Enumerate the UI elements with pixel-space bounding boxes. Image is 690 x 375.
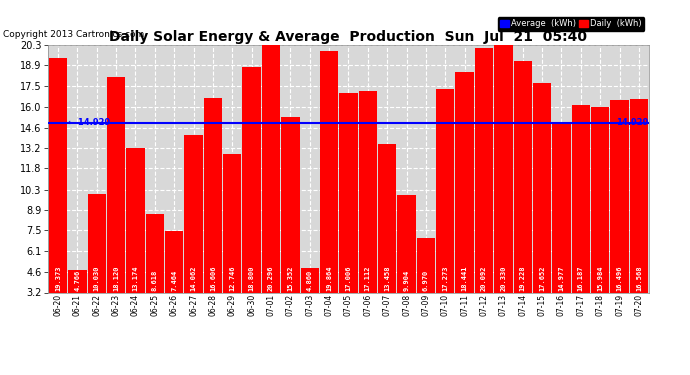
Bar <box>301 268 319 339</box>
Text: 18.800: 18.800 <box>248 266 255 291</box>
Text: 13.174: 13.174 <box>132 266 139 291</box>
Bar <box>242 67 261 339</box>
Bar <box>417 238 435 339</box>
Bar <box>339 93 357 339</box>
Bar <box>146 214 164 339</box>
Text: 18.441: 18.441 <box>462 266 468 291</box>
Bar <box>397 195 416 339</box>
Text: 12.746: 12.746 <box>229 266 235 291</box>
Text: 19.228: 19.228 <box>520 266 526 291</box>
Bar <box>475 48 493 339</box>
Bar <box>68 270 86 339</box>
Text: 17.006: 17.006 <box>346 266 351 291</box>
Text: 17.112: 17.112 <box>365 266 371 291</box>
Text: 17.652: 17.652 <box>539 266 545 291</box>
Text: 14.977: 14.977 <box>558 266 564 291</box>
Bar <box>552 122 571 339</box>
Text: 4.766: 4.766 <box>75 270 80 291</box>
Text: 15.984: 15.984 <box>597 266 603 291</box>
Bar <box>88 194 106 339</box>
Bar <box>204 99 222 339</box>
Bar <box>184 135 203 339</box>
Bar <box>494 45 513 339</box>
Bar <box>455 72 474 339</box>
Text: ← 14.929: ← 14.929 <box>68 118 110 127</box>
Text: 10.030: 10.030 <box>94 266 100 291</box>
Title: Daily Solar Energy & Average  Production  Sun  Jul  21  05:40: Daily Solar Energy & Average Production … <box>110 30 587 44</box>
Text: 20.330: 20.330 <box>500 266 506 291</box>
Bar <box>630 99 648 339</box>
Text: 17.273: 17.273 <box>442 266 448 291</box>
Bar <box>591 108 609 339</box>
Bar <box>107 76 126 339</box>
Bar <box>49 58 67 339</box>
Text: 14.929: 14.929 <box>616 118 649 127</box>
Text: 14.062: 14.062 <box>190 266 197 291</box>
Text: 16.187: 16.187 <box>578 266 584 291</box>
Text: 7.464: 7.464 <box>171 270 177 291</box>
Text: 13.458: 13.458 <box>384 266 390 291</box>
Text: 16.568: 16.568 <box>636 266 642 291</box>
Bar <box>533 83 551 339</box>
Bar <box>320 51 338 339</box>
Text: 19.373: 19.373 <box>55 266 61 291</box>
Text: 20.296: 20.296 <box>268 266 274 291</box>
Bar <box>436 89 455 339</box>
Text: 16.606: 16.606 <box>210 266 216 291</box>
Text: 9.904: 9.904 <box>404 270 410 291</box>
Bar <box>165 231 184 339</box>
Text: 18.120: 18.120 <box>113 266 119 291</box>
Text: 16.496: 16.496 <box>617 266 622 291</box>
Bar <box>359 91 377 339</box>
Text: 15.352: 15.352 <box>287 266 293 291</box>
Text: 4.860: 4.860 <box>307 270 313 291</box>
Bar <box>571 105 590 339</box>
Bar <box>223 154 241 339</box>
Bar <box>513 60 532 339</box>
Text: 6.970: 6.970 <box>423 270 429 291</box>
Bar <box>611 100 629 339</box>
Text: Copyright 2013 Cartronics.com: Copyright 2013 Cartronics.com <box>3 30 145 39</box>
Text: 20.092: 20.092 <box>481 266 487 291</box>
Text: 19.864: 19.864 <box>326 266 332 291</box>
Text: 8.618: 8.618 <box>152 270 158 291</box>
Bar <box>378 144 396 339</box>
Bar <box>126 148 145 339</box>
Bar <box>281 117 299 339</box>
Bar <box>262 45 280 339</box>
Legend: Average  (kWh), Daily  (kWh): Average (kWh), Daily (kWh) <box>497 17 644 31</box>
